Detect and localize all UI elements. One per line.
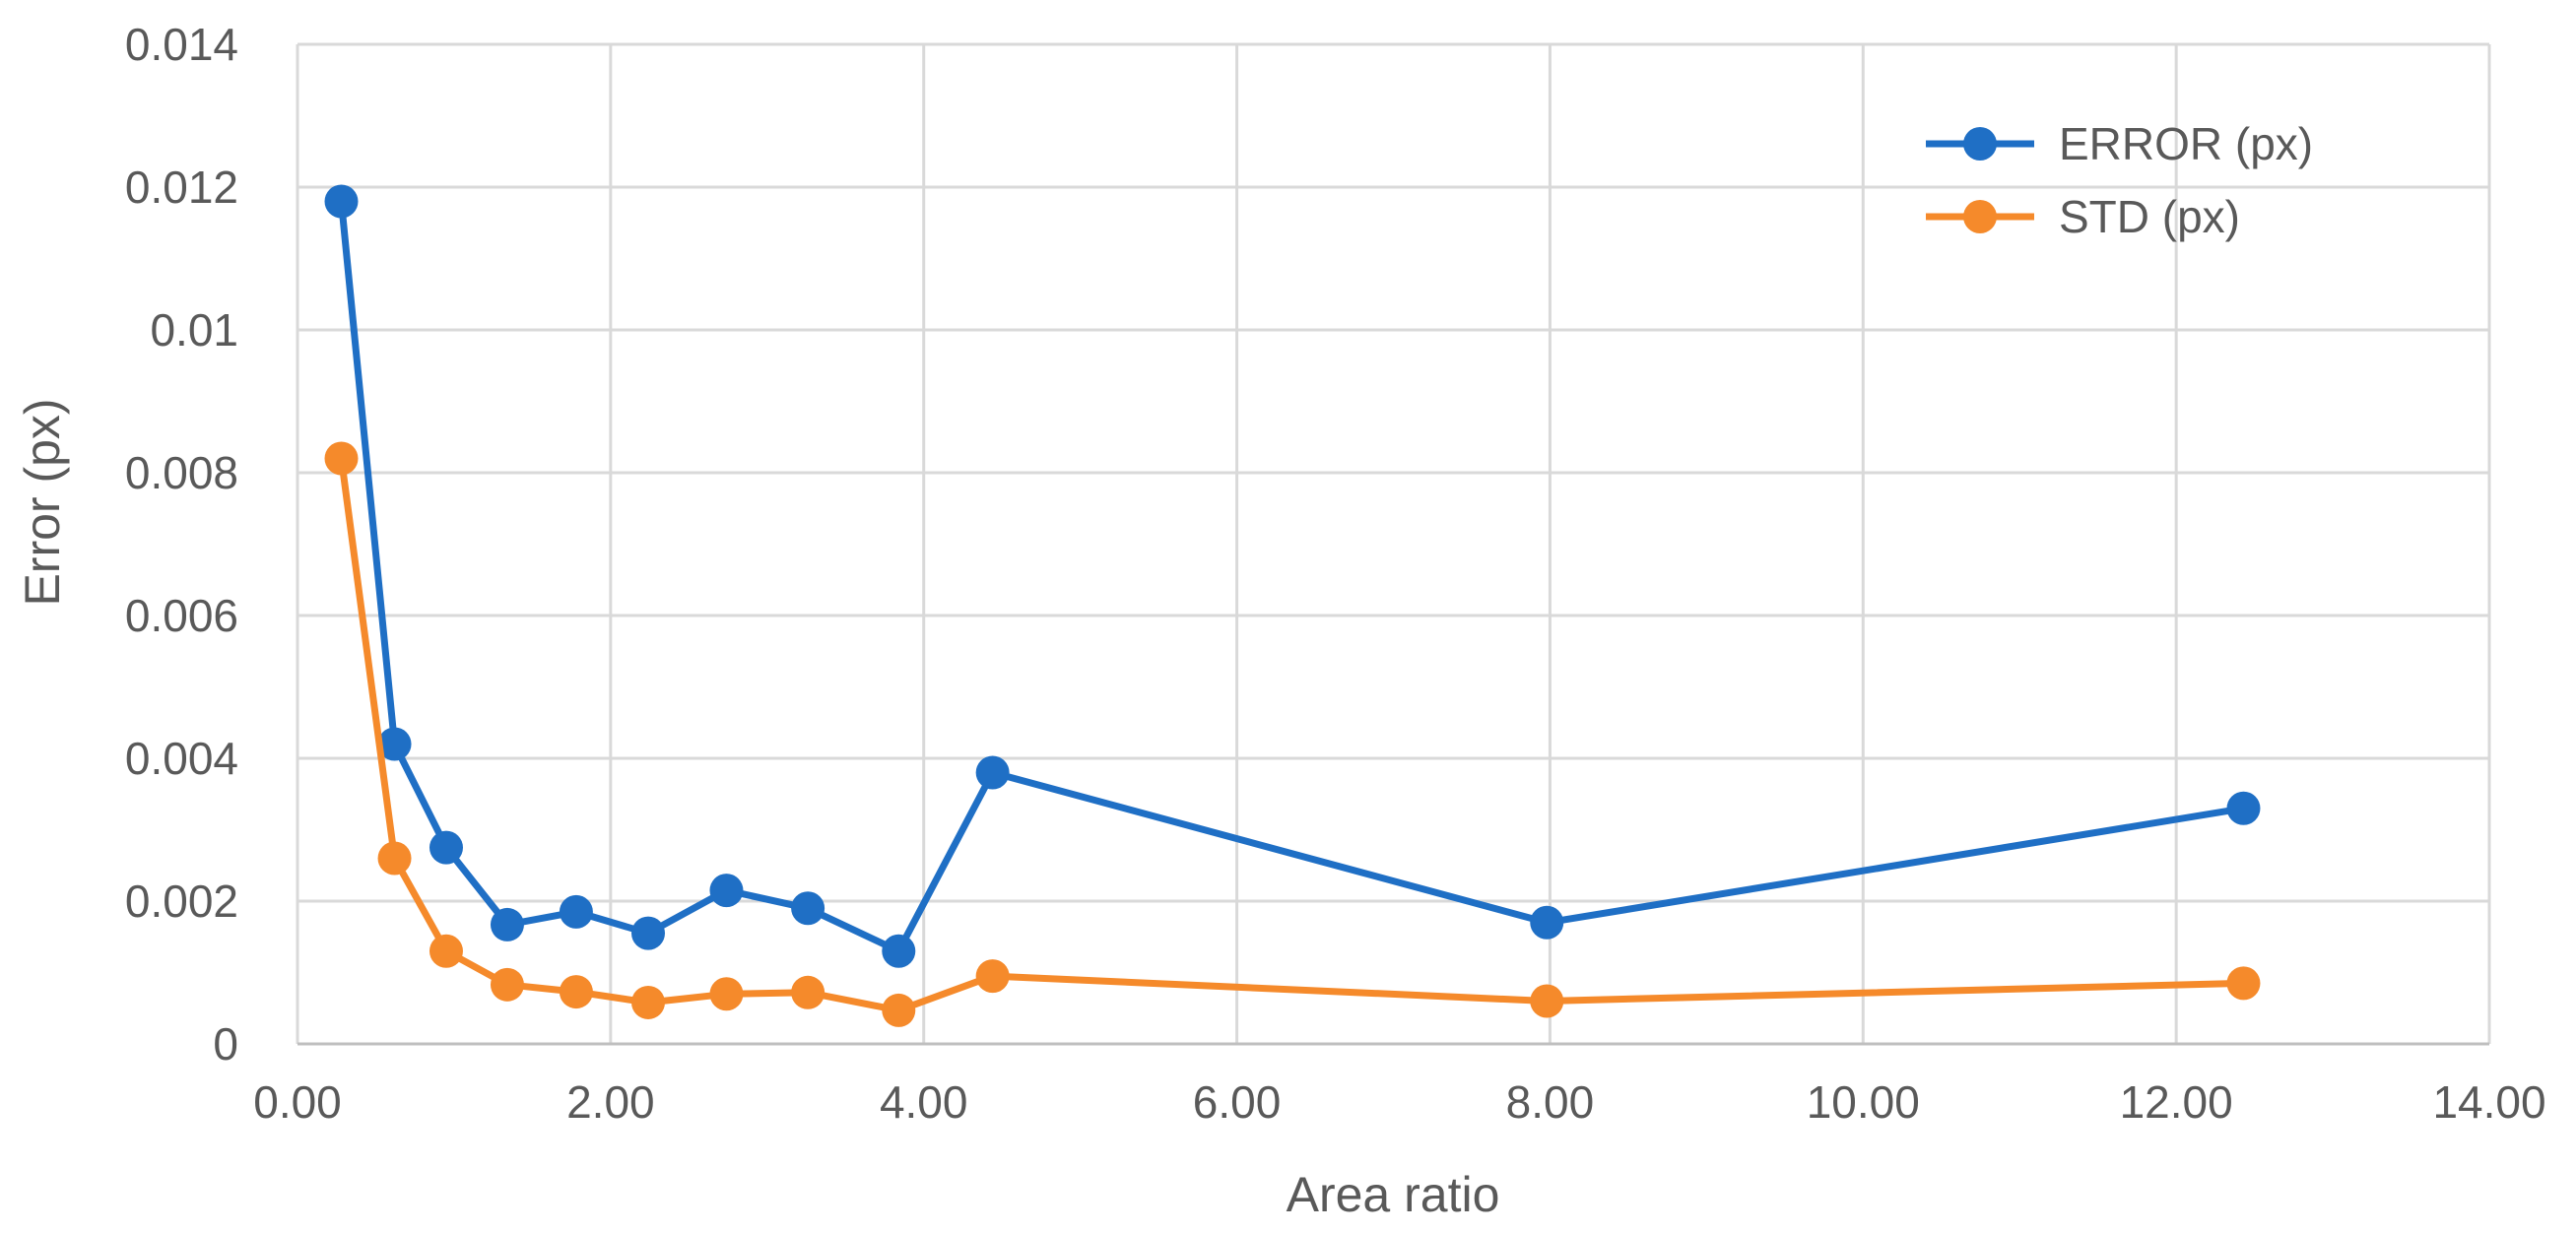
y-tick-label: 0.01: [150, 304, 238, 356]
data-point: [975, 755, 1010, 790]
legend-marker: [1963, 127, 1997, 161]
data-point: [1530, 905, 1564, 940]
x-tick-label: 2.00: [566, 1076, 655, 1128]
data-point: [709, 977, 744, 1011]
y-tick-label: 0.008: [125, 447, 238, 498]
data-point: [324, 441, 359, 476]
data-point: [2226, 966, 2261, 1001]
data-point: [791, 891, 826, 926]
x-tick-label: 0.00: [253, 1076, 342, 1128]
data-point: [975, 959, 1010, 994]
x-tick-label: 4.00: [880, 1076, 968, 1128]
y-tick-label: 0.004: [125, 733, 238, 784]
x-axis-title: Area ratio: [1287, 1167, 1500, 1222]
x-tick-label: 12.00: [2120, 1076, 2233, 1128]
data-point: [377, 841, 412, 876]
y-axis-title: Error (px): [15, 398, 70, 606]
data-point: [631, 916, 665, 950]
data-point: [429, 830, 463, 865]
legend-item: ERROR (px): [1926, 118, 2313, 169]
data-point: [631, 985, 665, 1019]
y-tick-label: 0.014: [125, 19, 238, 70]
legend-label: ERROR (px): [2059, 118, 2313, 169]
series-error: [324, 184, 2261, 968]
series-std: [324, 441, 2261, 1027]
series-line: [338, 198, 2247, 955]
axes: 0.00 2.00 4.00 6.00 8.00 10.00 12.00 14.00 0 0.00…: [125, 19, 2546, 1128]
data-point: [377, 727, 412, 761]
y-tick-label: 0: [213, 1018, 238, 1070]
data-point: [429, 934, 463, 968]
data-point: [559, 894, 593, 929]
y-tick-label: 0.006: [125, 590, 238, 641]
grid-lines: [296, 42, 2491, 1046]
data-point: [882, 993, 916, 1027]
data-point: [1530, 984, 1564, 1018]
legend: ERROR (px) STD (px): [1926, 118, 2313, 242]
x-tick-label: 14.00: [2432, 1076, 2545, 1128]
data-point: [559, 975, 593, 1009]
x-tick-label: 6.00: [1193, 1076, 1282, 1128]
y-tick-label: 0.012: [125, 162, 238, 213]
legend-label: STD (px): [2059, 191, 2240, 242]
x-tick-label: 10.00: [1807, 1076, 1920, 1128]
y-tick-label: 0.002: [125, 876, 238, 927]
data-point: [490, 967, 524, 1002]
series-line: [338, 455, 2247, 1014]
legend-marker: [1963, 200, 1997, 233]
data-point: [791, 975, 826, 1009]
data-point: [324, 184, 359, 219]
data-point: [490, 907, 524, 941]
data-point: [2226, 791, 2261, 825]
series-layer: [324, 184, 2261, 1027]
legend-item: STD (px): [1926, 191, 2240, 242]
x-tick-label: 8.00: [1506, 1076, 1595, 1128]
data-point: [709, 874, 744, 908]
data-point: [882, 934, 916, 968]
